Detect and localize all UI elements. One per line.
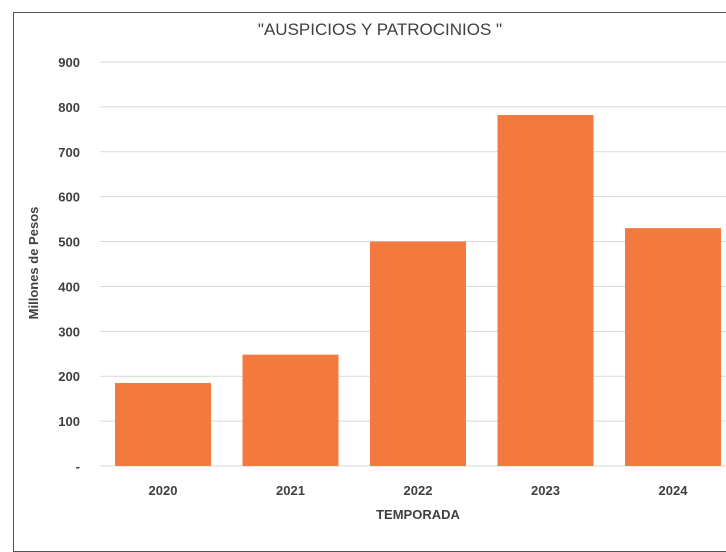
y-tick-label: 400 xyxy=(58,279,80,294)
bar-2021 xyxy=(242,354,339,466)
y-axis-ticks: - 100 200 300 400 500 600 700 800 900 xyxy=(58,55,80,474)
y-tick-label: 700 xyxy=(58,145,80,160)
y-tick-label: 600 xyxy=(58,190,80,205)
y-tick-label: 800 xyxy=(58,100,80,115)
y-tick-label: 300 xyxy=(58,324,80,339)
y-tick-label: 500 xyxy=(58,235,80,250)
bar-2020 xyxy=(115,382,211,466)
x-tick-label: 2021 xyxy=(276,483,305,498)
y-tick-label: 100 xyxy=(58,414,80,429)
bar-chart: "AUSPICIOS Y PATROCINIOS " - 100 200 300 400… xyxy=(26,20,726,522)
x-tick-label: 2023 xyxy=(531,483,560,498)
bars xyxy=(115,114,721,467)
x-tick-label: 2024 xyxy=(659,483,689,498)
x-axis-ticks: 2020 2021 2022 2023 2024 xyxy=(149,483,689,498)
y-tick-label: - xyxy=(76,459,80,474)
x-axis-label: TEMPORADA xyxy=(376,507,460,522)
y-axis-label: Millones de Pesos xyxy=(26,207,41,320)
y-tick-label: 200 xyxy=(58,369,80,384)
y-tick-label: 900 xyxy=(58,55,80,70)
chart-title: "AUSPICIOS Y PATROCINIOS " xyxy=(258,20,502,39)
bar-2023 xyxy=(497,114,594,467)
bar-2024 xyxy=(625,228,721,466)
x-tick-label: 2020 xyxy=(149,483,178,498)
bar-2022 xyxy=(370,241,466,466)
x-tick-label: 2022 xyxy=(404,483,433,498)
